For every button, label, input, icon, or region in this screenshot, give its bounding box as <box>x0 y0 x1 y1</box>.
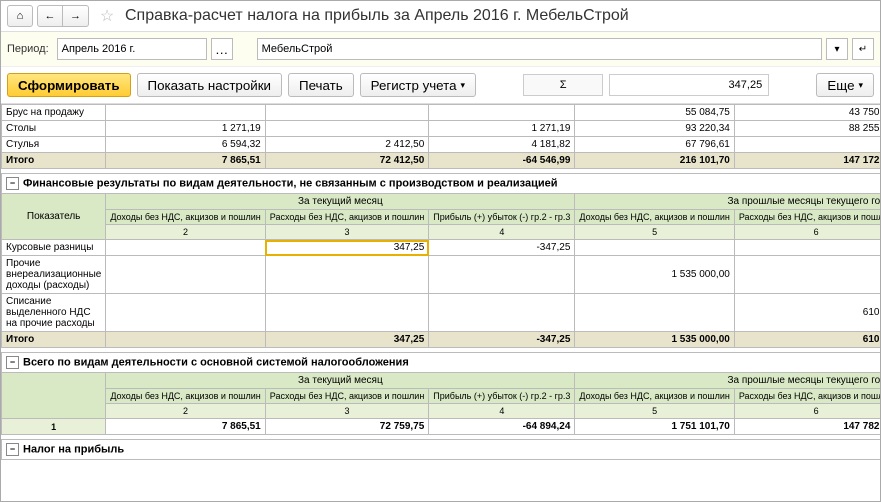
show-settings-button[interactable]: Показать настройки <box>137 73 282 97</box>
section-title: −Финансовые результаты по видам деятельн… <box>2 174 881 194</box>
forward-button[interactable]: → <box>63 5 89 27</box>
favorite-star-icon[interactable]: ☆ <box>97 6 117 26</box>
table-row: Брус на продажу55 084,7543 750,0011 334,… <box>2 105 881 121</box>
home-button[interactable]: ⌂ <box>7 5 33 27</box>
table-row: 17 865,5172 759,75-64 894,241 751 101,70… <box>2 419 881 435</box>
collapse-icon[interactable]: − <box>6 177 19 190</box>
report-content[interactable]: Брус на продажу55 084,7543 750,0011 334,… <box>1 104 880 501</box>
section-title: −Налог на прибыль <box>2 440 881 460</box>
table-row: Курсовые разницы347,25-347,25347, <box>2 240 881 256</box>
selected-cell[interactable]: 347,25 <box>265 240 429 256</box>
toolbar: Сформировать Показать настройки Печать Р… <box>1 67 880 104</box>
table-row: Столы1 271,191 271,1993 220,3488 255,774… <box>2 121 881 137</box>
more-button[interactable]: Еще <box>816 73 874 97</box>
period-select-button[interactable]: … <box>211 38 233 60</box>
table-row: Прочие внереализационные доходы (расходы… <box>2 256 881 294</box>
report-window: ⌂ ← → ☆ Справка-расчет налога на прибыль… <box>0 0 881 502</box>
form-button[interactable]: Сформировать <box>7 73 131 97</box>
total-row: Итого7 865,5172 412,50-64 546,99216 101,… <box>2 153 881 169</box>
organization-field[interactable]: МебельСтрой <box>257 38 822 60</box>
print-button[interactable]: Печать <box>288 73 354 97</box>
collapse-icon[interactable]: − <box>6 356 19 369</box>
period-bar: Период: Апрель 2016 г. … МебельСтрой ▾ ↵ <box>1 32 880 67</box>
org-dropdown-button[interactable]: ▾ <box>826 38 848 60</box>
sigma-value-box: 347,25 <box>609 74 769 96</box>
collapse-icon[interactable]: − <box>6 443 19 456</box>
total-row: Итого347,25-347,251 535 000,00610,171 53… <box>2 332 881 348</box>
page-title: Справка-расчет налога на прибыль за Апре… <box>125 7 629 25</box>
table-row: Списание выделенного НДС на прочие расхо… <box>2 294 881 332</box>
section-title: −Всего по видам деятельности с основной … <box>2 353 881 373</box>
org-open-button[interactable]: ↵ <box>852 38 874 60</box>
report-table: Брус на продажу55 084,7543 750,0011 334,… <box>1 104 880 460</box>
register-button[interactable]: Регистр учета <box>360 73 476 97</box>
back-button[interactable]: ← <box>37 5 63 27</box>
sigma-indicator: Σ <box>523 74 603 96</box>
period-field[interactable]: Апрель 2016 г. <box>57 38 207 60</box>
titlebar: ⌂ ← → ☆ Справка-расчет налога на прибыль… <box>1 1 880 32</box>
table-row: Стулья6 594,322 412,504 181,8267 796,616… <box>2 137 881 153</box>
period-label: Период: <box>7 43 49 55</box>
